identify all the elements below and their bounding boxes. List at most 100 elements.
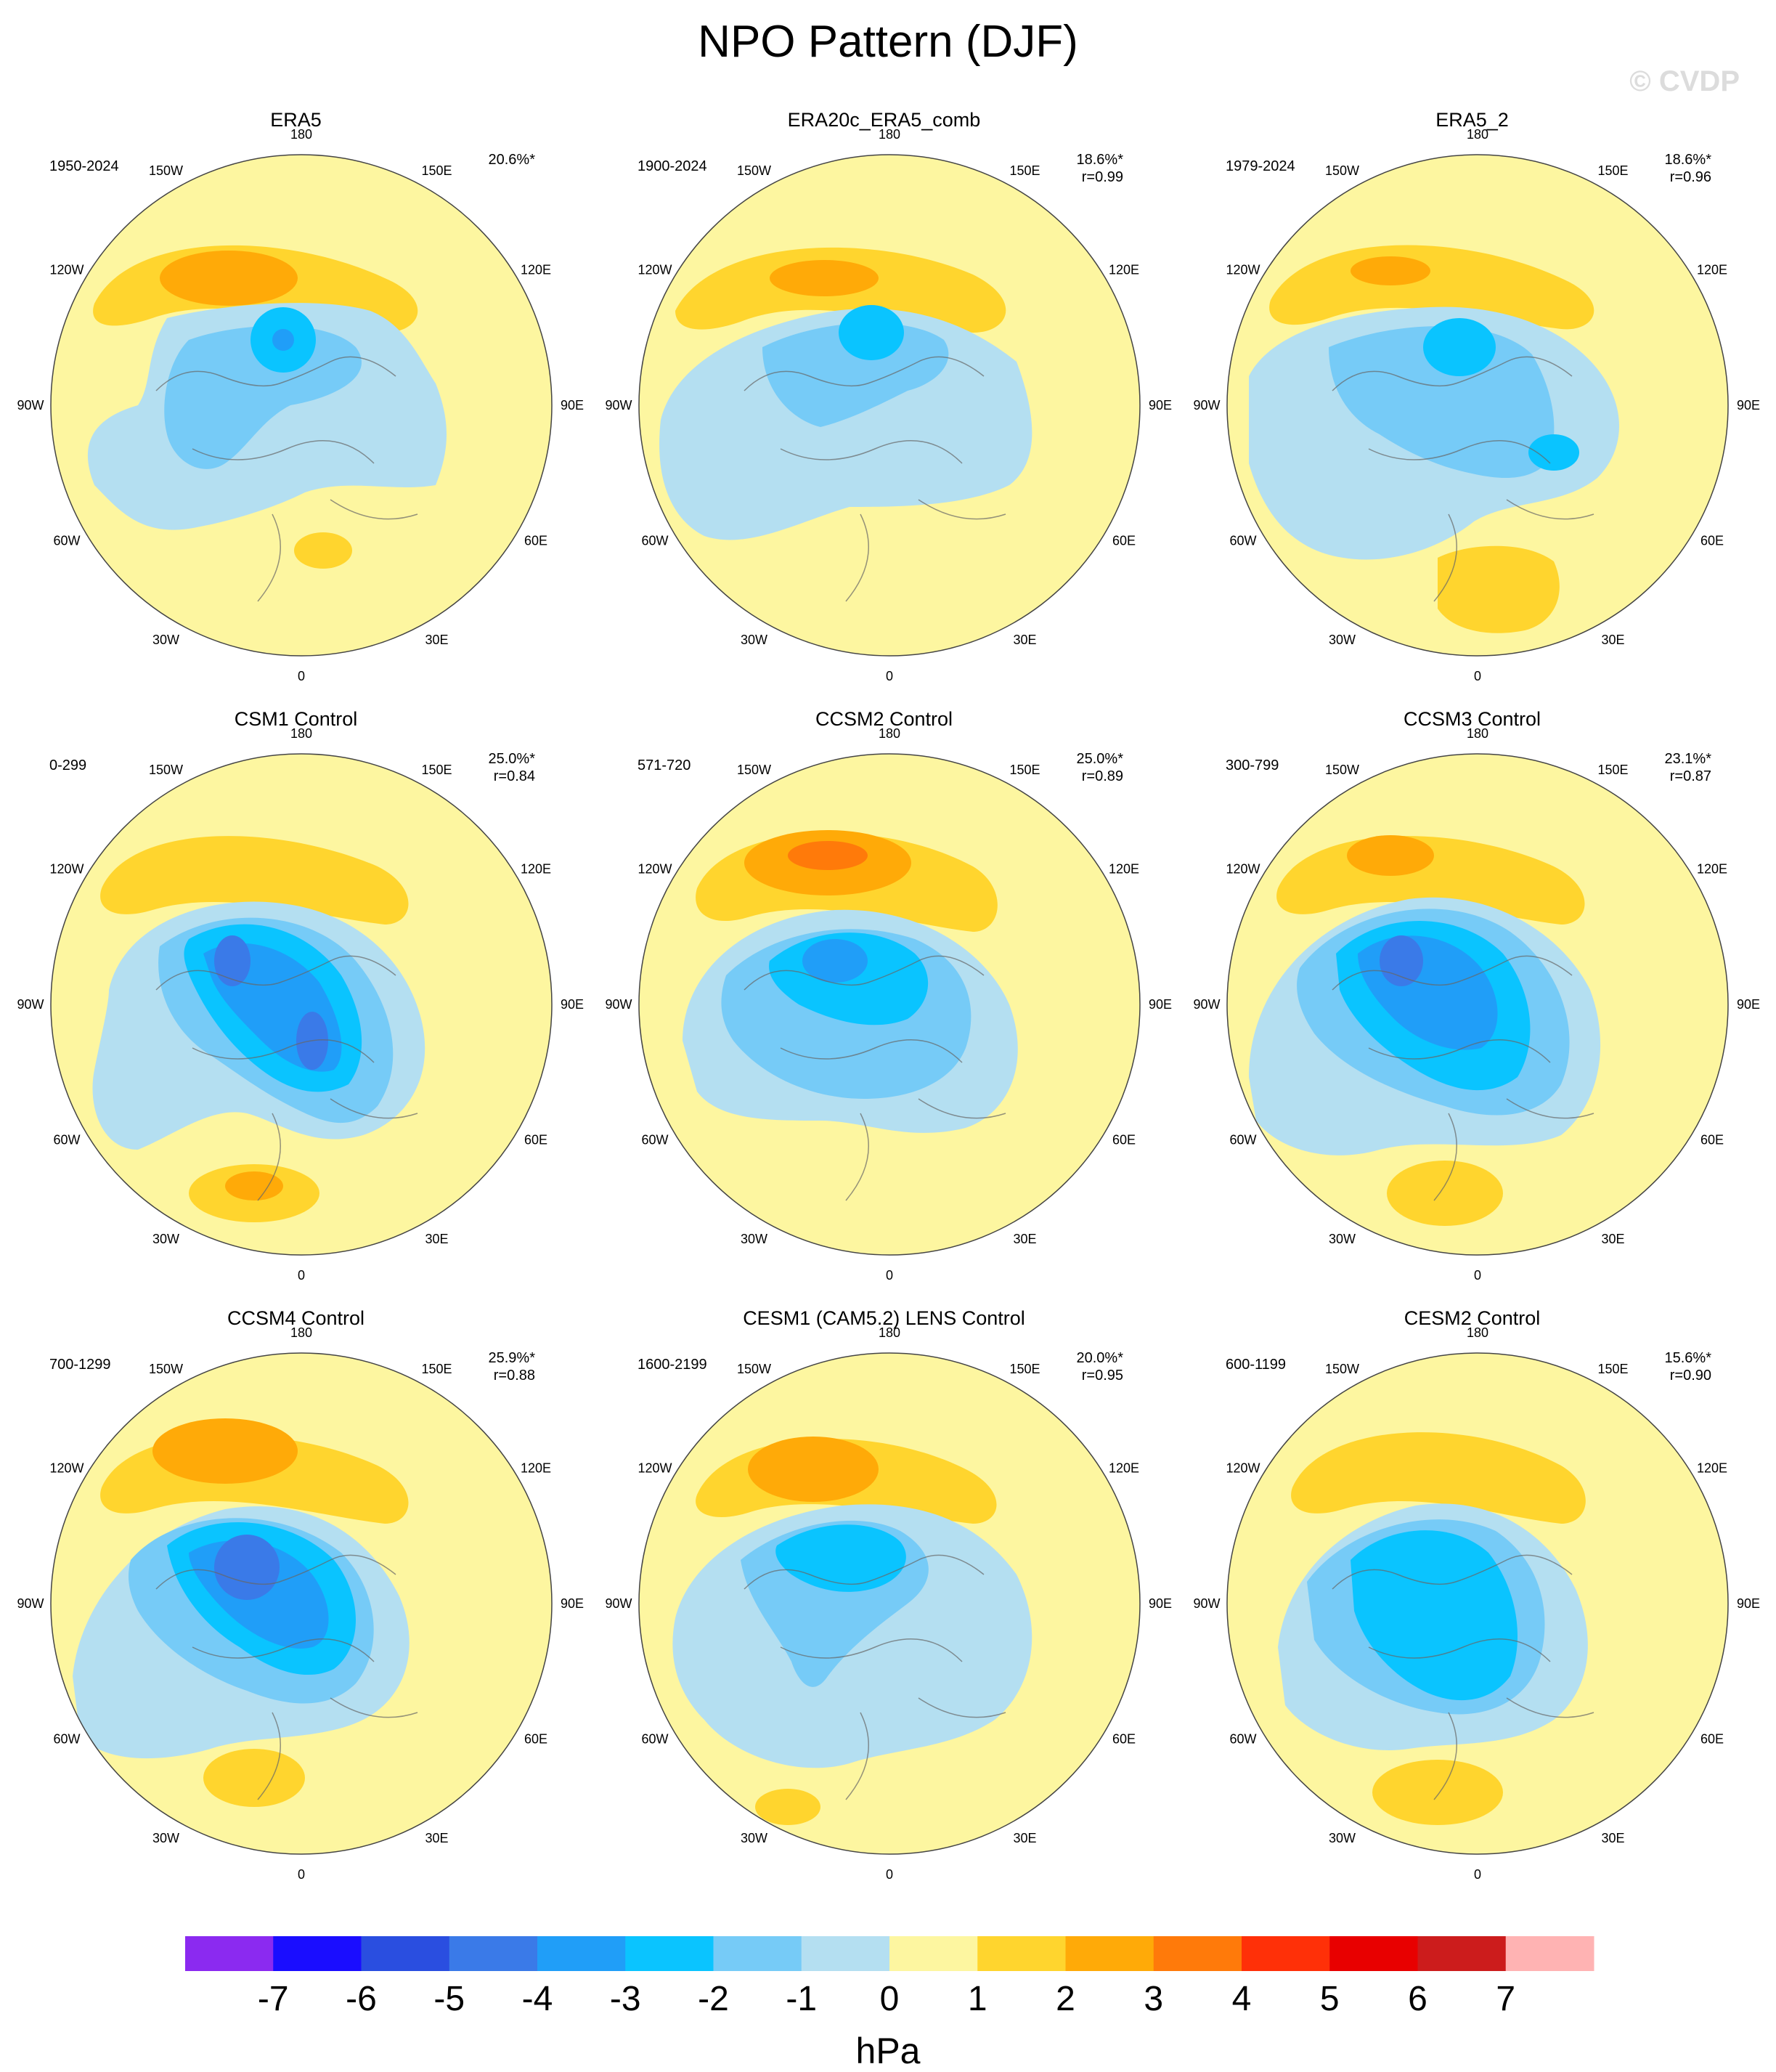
longitude-label: 30E [1013, 1232, 1036, 1246]
map-boundary [50, 1352, 553, 1855]
longitude-label: 150W [1325, 1362, 1359, 1376]
longitude-label: 120E [521, 263, 551, 277]
panel-period: 300-799 [1226, 757, 1279, 773]
panel-title: CESM1 (CAM5.2) LENS Control [743, 1307, 1025, 1329]
longitude-label: 0 [298, 1867, 305, 1882]
longitude-label: 60E [524, 1133, 547, 1147]
colorbar-tick-label: 2 [1056, 1980, 1075, 2018]
longitude-label: 90E [1149, 398, 1172, 413]
colorbar-swatch [1065, 1936, 1154, 1971]
colorbar-swatch [977, 1936, 1066, 1971]
anomaly-contour [770, 260, 879, 296]
pattern-correlation: r=0.99 [1081, 169, 1123, 185]
longitude-label: 150W [1325, 763, 1359, 777]
longitude-label: 120E [1109, 263, 1139, 277]
longitude-label: 60E [524, 1732, 547, 1747]
longitude-label: 180 [290, 726, 312, 741]
anomaly-contour [1423, 318, 1496, 376]
longitude-label: 120W [638, 263, 672, 277]
longitude-label: 90E [561, 398, 584, 413]
map-panel: 180 150E 120E 90E 60E 30E 0 30W 60W 90W 120W 150W ER… [0, 109, 592, 704]
pattern-correlation: r=0.95 [1081, 1368, 1123, 1384]
longitude-label: 30W [152, 1232, 179, 1246]
longitude-label: 150E [1009, 763, 1040, 777]
variance-explained: 25.9%* [488, 1350, 536, 1366]
variance-explained: 23.1%* [1664, 751, 1712, 767]
panel-period: 0-299 [49, 757, 87, 773]
colorbar: -7 -6 -5 -4 -3 -2 -1 0 1 2 3 4 5 6 7 [185, 1936, 1594, 2018]
panel-title: CCSM4 Control [227, 1307, 365, 1329]
polar-map: 180 150E 120E 90E 60E 30E 0 30W 60W 90W 120W 150W [17, 726, 584, 1283]
colorbar-tick-label: 5 [1320, 1980, 1340, 2018]
longitude-label: 120W [49, 862, 83, 877]
colorbar-tick-label: 3 [1144, 1980, 1163, 2018]
longitude-label: 0 [886, 1867, 893, 1882]
colorbar-tick-label: -7 [258, 1980, 289, 2018]
longitude-label: 90E [1149, 997, 1172, 1012]
longitude-label: 120W [638, 862, 672, 877]
panel-stats: 25.9%* r=0.88 [489, 1349, 536, 1384]
longitude-label: 180 [290, 1325, 312, 1340]
map-panel: 180 150E 120E 90E 60E 30E 0 30W 60W 90W 120W 150W ER… [1176, 109, 1768, 704]
polar-map: 180 150E 120E 90E 60E 30E 0 30W 60W 90W 120W 150W [17, 127, 584, 683]
colorbar-swatch [1505, 1936, 1594, 1971]
longitude-label: 90E [561, 997, 584, 1012]
longitude-label: 30E [425, 1232, 448, 1246]
map-panel: 180 150E 120E 90E 60E 30E 0 30W 60W 90W 120W 150W CE… [1176, 1307, 1768, 1903]
longitude-label: 90W [17, 997, 44, 1012]
pattern-correlation: r=0.84 [493, 768, 535, 784]
panel-title: CESM2 Control [1404, 1307, 1541, 1329]
polar-map: 180 150E 120E 90E 60E 30E 0 30W 60W 90W 120W 150W [605, 726, 1172, 1283]
polar-map: 180 150E 120E 90E 60E 30E 0 30W 60W 90W 120W 150W [1193, 1325, 1760, 1882]
coastlines [1332, 1554, 1594, 1800]
colorbar-swatch [537, 1936, 626, 1971]
anomaly-contour [775, 1524, 906, 1592]
colorbar-swatch [273, 1936, 362, 1971]
longitude-label: 90W [1193, 1596, 1220, 1611]
longitude-label: 60E [1700, 1732, 1724, 1747]
longitude-label: 150W [737, 1362, 771, 1376]
map-panel: 180 150E 120E 90E 60E 30E 0 30W 60W 90W 120W 150W CC… [1176, 708, 1768, 1304]
map-boundary [50, 753, 553, 1256]
anomaly-contour [1380, 935, 1423, 986]
longitude-label: 120W [638, 1461, 672, 1476]
longitude-label: 60W [1229, 1732, 1256, 1747]
coastlines [155, 955, 418, 1201]
anomaly-contour [788, 841, 868, 870]
panel-title: CCSM3 Control [1403, 708, 1541, 730]
anomaly-contour [748, 1437, 879, 1502]
longitude-label: 90W [17, 398, 44, 413]
longitude-label: 60W [53, 534, 80, 548]
longitude-label: 90W [605, 398, 632, 413]
anomaly-contour [225, 1171, 283, 1200]
map-boundary [638, 154, 1141, 657]
map-boundary [1226, 753, 1729, 1256]
coastlines [744, 955, 1006, 1201]
longitude-label: 30E [425, 1831, 448, 1845]
coastlines [155, 356, 418, 602]
map-panel: 180 150E 120E 90E 60E 30E 0 30W 60W 90W 120W 150W ER… [588, 109, 1180, 704]
pattern-correlation: r=0.87 [1669, 768, 1711, 784]
longitude-label: 90W [17, 1596, 44, 1611]
longitude-label: 0 [1474, 1867, 1481, 1882]
longitude-label: 150E [1597, 1362, 1628, 1376]
longitude-label: 150W [1325, 163, 1359, 178]
longitude-label: 0 [886, 669, 893, 683]
anomaly-contour [100, 836, 409, 925]
longitude-label: 0 [1474, 1268, 1481, 1283]
longitude-label: 90E [1149, 1596, 1172, 1611]
longitude-label: 30W [1329, 1232, 1356, 1246]
longitude-label: 150W [149, 1362, 183, 1376]
colorbar-tick-label: -2 [698, 1980, 729, 2018]
coastlines [155, 1554, 418, 1800]
panel-title: CSM1 Control [234, 708, 358, 730]
anomaly-contour [1387, 1161, 1503, 1226]
anomaly-contour [1329, 326, 1555, 478]
longitude-label: 120W [1226, 862, 1260, 877]
variance-explained: 15.6%* [1664, 1350, 1712, 1366]
longitude-label: 150E [1009, 163, 1040, 178]
longitude-label: 90E [1737, 398, 1760, 413]
longitude-label: 120E [1109, 1461, 1139, 1476]
anomaly-contour [164, 325, 362, 469]
panel-stats: 18.6%* r=0.99 [1077, 151, 1124, 186]
